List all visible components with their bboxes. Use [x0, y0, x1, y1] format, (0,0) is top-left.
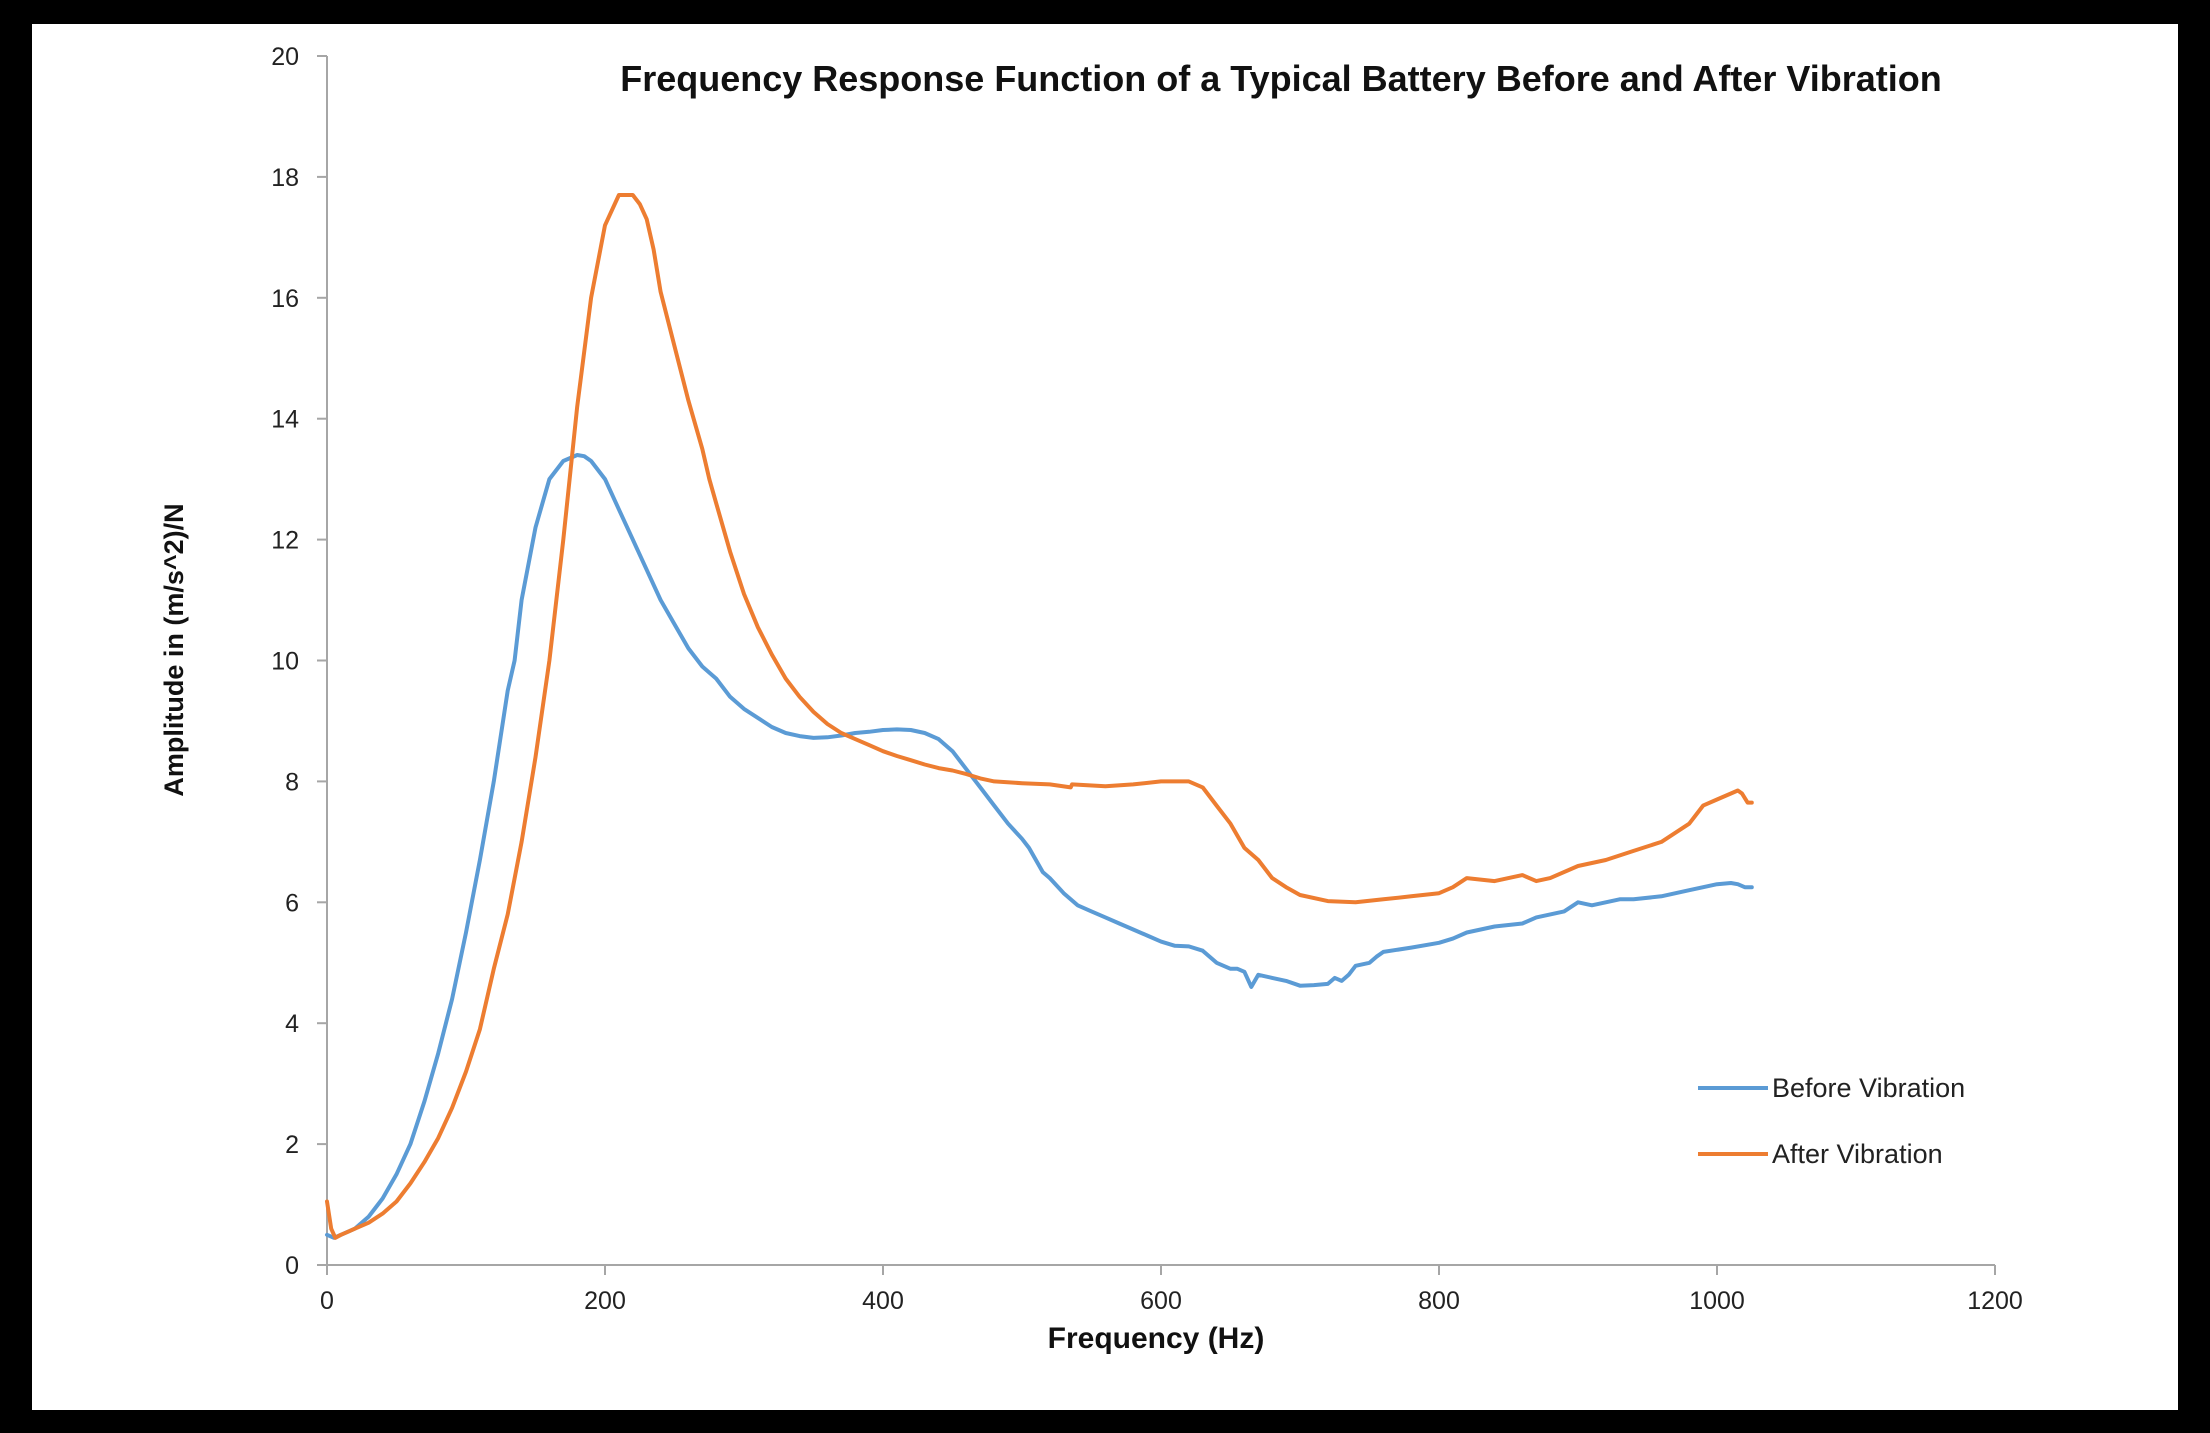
y-axis-label: Amplitude in (m/s^2)/N	[159, 503, 189, 796]
legend: Before Vibration After Vibration	[1698, 1073, 1965, 1169]
y-tick-label: 14	[271, 406, 299, 434]
x-tick-label: 600	[1140, 1287, 1182, 1315]
chart-frame: Frequency Response Function of a Typical…	[32, 24, 2178, 1410]
y-tick-label: 2	[285, 1131, 299, 1159]
x-tick-label: 200	[584, 1287, 626, 1315]
plot-area	[325, 193, 1754, 1240]
y-tick-label: 10	[271, 648, 299, 676]
series-line-before-vibration	[325, 453, 1754, 1240]
chart-canvas: Frequency Response Function of a Typical…	[159, 43, 2023, 1355]
y-tick-label: 8	[285, 768, 299, 796]
x-tick-label: 1200	[1967, 1287, 2023, 1315]
series-line-after-vibration	[325, 193, 1754, 1240]
y-tick-label: 18	[271, 164, 299, 192]
legend-label-after-vibration: After Vibration	[1772, 1139, 1943, 1169]
legend-label-before-vibration: Before Vibration	[1772, 1073, 1965, 1103]
x-tick-label: 0	[320, 1287, 334, 1315]
x-tick-label: 1000	[1689, 1287, 1745, 1315]
x-tick-label: 400	[862, 1287, 904, 1315]
x-axis-label: Frequency (Hz)	[1048, 1322, 1265, 1355]
x-tick-label: 800	[1418, 1287, 1460, 1315]
y-tick-label: 0	[285, 1252, 299, 1280]
y-tick-label: 16	[271, 285, 299, 313]
y-tick-label: 4	[285, 1010, 299, 1038]
y-tick-label: 20	[271, 43, 299, 71]
y-tick-label: 6	[285, 889, 299, 917]
chart-title: Frequency Response Function of a Typical…	[620, 58, 1942, 99]
y-tick-label: 12	[271, 527, 299, 555]
